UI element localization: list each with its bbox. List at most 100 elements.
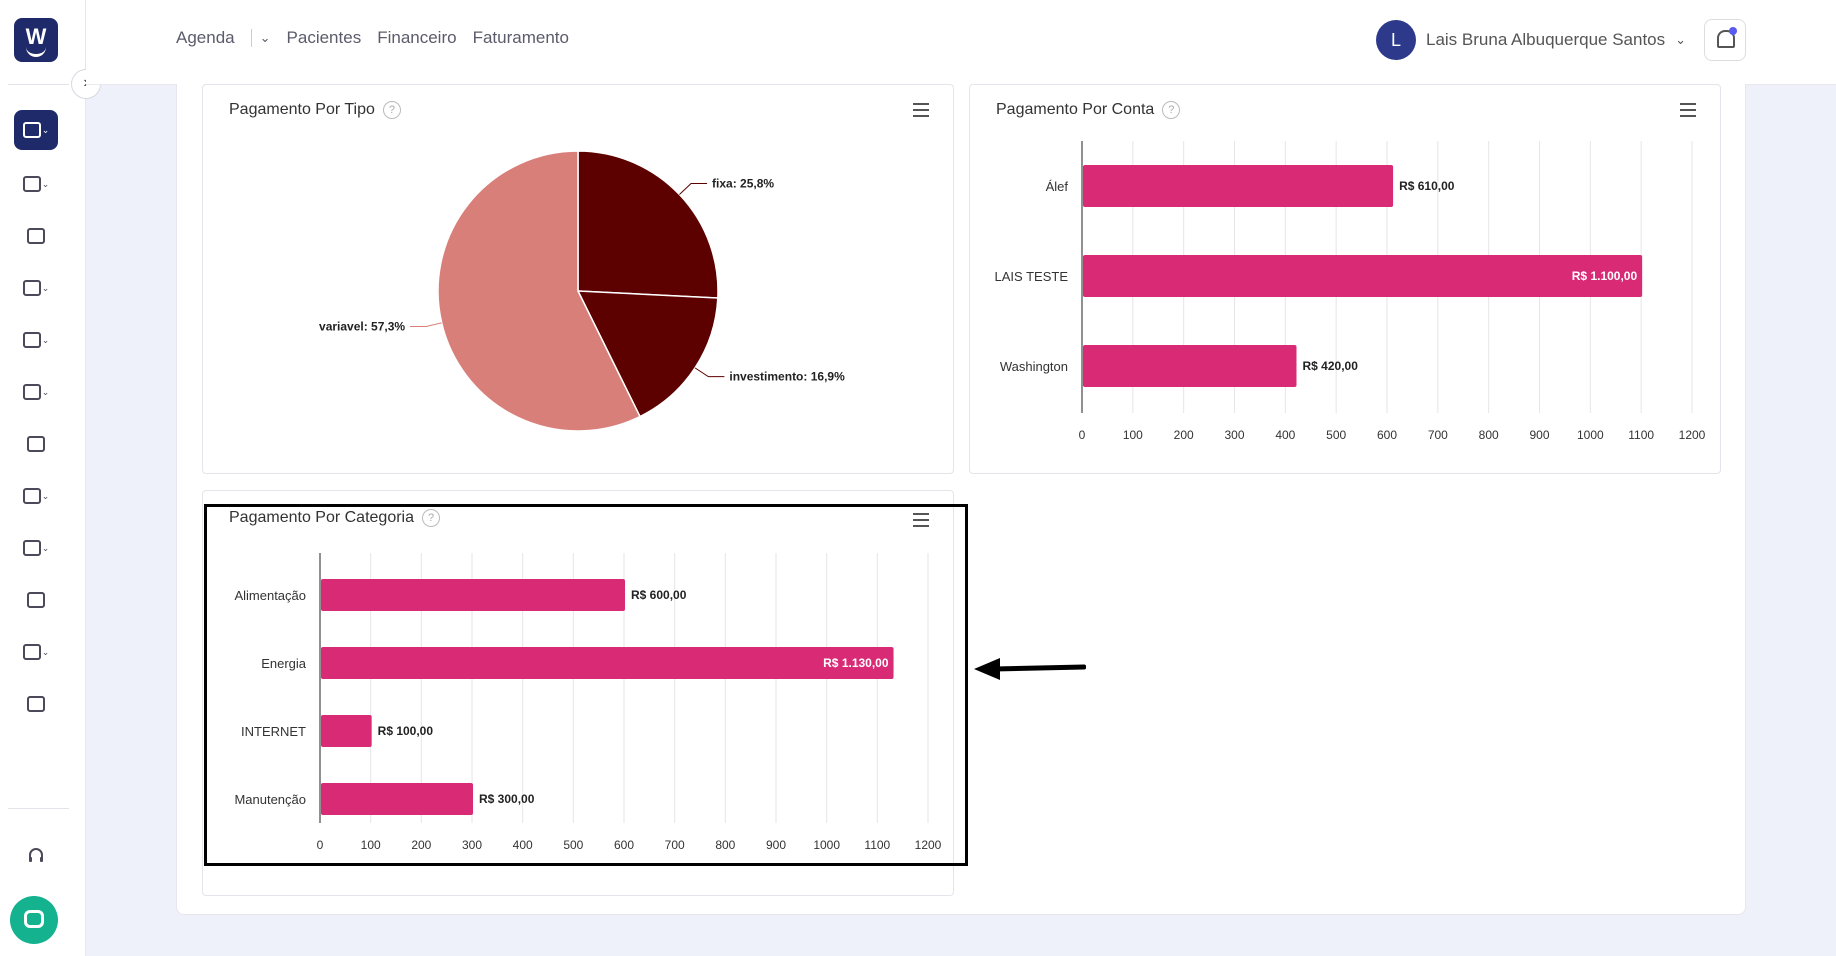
menu-icon[interactable]	[913, 103, 929, 121]
card-title: Pagamento Por Tipo?	[229, 101, 401, 119]
menu-icon[interactable]	[913, 513, 929, 531]
sidebar-item-9[interactable]: ⌄	[14, 528, 58, 568]
sidebar-item-6[interactable]: ⌄	[14, 372, 58, 412]
monitor-icon	[22, 488, 41, 504]
bar-chart-categoria: 0 100 200 300 400 500 600 700 800 900 1000 1100 1200…	[234, 553, 942, 852]
bell-icon	[1717, 30, 1735, 48]
x-tick-label: 500	[563, 838, 583, 852]
chevron-down-icon[interactable]: ⌄	[259, 30, 271, 45]
card-title-text: Pagamento Por Tipo	[229, 101, 375, 118]
sidebar: W ⌄ ⌄ ⌄ ⌄ ⌄ ⌄ ⌄ ⌄	[0, 0, 86, 956]
dashboard-content: Pagamento Por Tipo? fixa: 25,8% investime…	[176, 84, 1746, 915]
y-tick-label: Energia	[261, 656, 307, 671]
menu-faturamento[interactable]: Faturamento	[472, 28, 569, 47]
app-logo[interactable]: W	[14, 18, 58, 62]
x-tick-label: 200	[411, 838, 431, 852]
bar-value-label: R$ 610,00	[1399, 179, 1455, 193]
highlight-box	[204, 504, 968, 866]
x-tick-label: 200	[1174, 428, 1194, 442]
bar-Manutenção	[321, 783, 473, 815]
pie-label-variavel: variavel: 57,3%	[319, 319, 405, 333]
y-tick-label: INTERNET	[241, 724, 306, 739]
chevron-down-icon: ⌄	[1675, 32, 1687, 47]
arrow-annotation	[974, 658, 1086, 680]
bar-value-label: R$ 100,00	[378, 724, 434, 738]
chevron-down-icon: ⌄	[41, 490, 50, 501]
bar-value-label: R$ 1.100,00	[1572, 269, 1638, 283]
chat-button[interactable]	[10, 896, 58, 944]
pie-slice-investimento	[576, 290, 719, 418]
sidebar-item-11[interactable]: ⌄	[14, 632, 58, 672]
help-icon[interactable]: ?	[1162, 101, 1181, 119]
x-tick-label: 400	[1275, 428, 1295, 442]
help-icon[interactable]: ?	[382, 101, 401, 119]
menu-icon[interactable]	[1680, 103, 1696, 121]
user-menu[interactable]: L Lais Bruna Albuquerque Santos ⌄	[1376, 20, 1686, 60]
sidebar-item-7[interactable]	[14, 424, 58, 464]
x-tick-label: 900	[766, 838, 786, 852]
bar-value-label: R$ 300,00	[479, 792, 535, 806]
sidebar-divider	[8, 808, 69, 809]
sidebar-item-3[interactable]	[14, 216, 58, 256]
x-tick-label: 1000	[813, 838, 840, 852]
pie-slice-variavel	[437, 150, 641, 432]
handshake-icon	[22, 384, 41, 400]
sidebar-item-2[interactable]: ⌄	[14, 164, 58, 204]
x-tick-label: 1000	[1577, 428, 1604, 442]
card-pagamento-tipo: Pagamento Por Tipo? fixa: 25,8% investime…	[202, 84, 954, 474]
pie-label-investimento: investimento: 16,9%	[729, 370, 845, 384]
bar-INTERNET	[321, 715, 372, 747]
y-tick-label: Washington	[1000, 359, 1068, 374]
sidebar-item-1[interactable]: ⌄	[14, 110, 58, 150]
card-title: Pagamento Por Categoria?	[229, 509, 440, 527]
chevron-down-icon: ⌄	[41, 334, 50, 345]
menu-pacientes[interactable]: Pacientes	[286, 28, 362, 47]
users-icon	[27, 696, 45, 712]
newspaper-icon	[27, 592, 45, 608]
y-tick-label: LAIS TESTE	[995, 269, 1069, 284]
sidebar-item-4[interactable]: ⌄	[14, 268, 58, 308]
help-icon[interactable]: ?	[422, 509, 440, 527]
bar-Alimentação	[321, 579, 625, 611]
card-pagamento-categoria: Pagamento Por Categoria? 0 100 200 300 400 50…	[202, 490, 954, 896]
headset-icon[interactable]	[14, 836, 58, 876]
chevron-down-icon: ⌄	[41, 646, 50, 657]
menu-financeiro[interactable]: Financeiro	[377, 28, 457, 47]
pie-label-fixa: fixa: 25,8%	[712, 176, 774, 190]
box-icon	[22, 644, 41, 660]
x-tick-label: 0	[1079, 428, 1086, 442]
chevron-down-icon: ⌄	[41, 124, 50, 135]
menu-agenda[interactable]: Agenda	[176, 28, 235, 47]
x-tick-label: 1200	[915, 838, 942, 852]
patient-card-icon	[27, 228, 45, 244]
sidebar-item-10[interactable]	[14, 580, 58, 620]
avatar: L	[1376, 20, 1416, 60]
sidebar-divider	[8, 84, 69, 85]
chevron-down-icon: ⌄	[41, 386, 50, 397]
y-tick-label: Álef	[1046, 179, 1069, 194]
documents-icon	[22, 332, 41, 348]
x-tick-label: 600	[1377, 428, 1397, 442]
x-tick-label: 700	[1428, 428, 1448, 442]
pie-leader-line	[679, 182, 708, 195]
user-name: Lais Bruna Albuquerque Santos	[1426, 30, 1666, 49]
sidebar-item-5[interactable]: ⌄	[14, 320, 58, 360]
y-tick-label: Manutenção	[234, 792, 306, 807]
notifications-button[interactable]	[1704, 19, 1746, 61]
x-tick-label: 400	[513, 838, 533, 852]
sidebar-item-8[interactable]: ⌄	[14, 476, 58, 516]
x-tick-label: 700	[665, 838, 685, 852]
pie-leader-line	[410, 322, 442, 327]
bar-value-label: R$ 420,00	[1303, 359, 1359, 373]
card-title-text: Pagamento Por Categoria	[229, 509, 414, 526]
chevron-down-icon: ⌄	[41, 282, 50, 293]
x-tick-label: 800	[715, 838, 735, 852]
main-menu: Agenda ⌄ Pacientes Financeiro Faturament…	[176, 28, 585, 48]
ledger-icon	[22, 122, 41, 138]
card-pagamento-conta: Pagamento Por Conta? 0 100 200 300 400 500 600…	[969, 84, 1721, 474]
x-tick-label: 1100	[864, 838, 890, 852]
bar-LAIS TESTE	[1083, 255, 1643, 297]
sidebar-item-12[interactable]	[14, 684, 58, 724]
notification-dot	[1729, 27, 1737, 35]
y-tick-label: Alimentação	[234, 588, 306, 603]
